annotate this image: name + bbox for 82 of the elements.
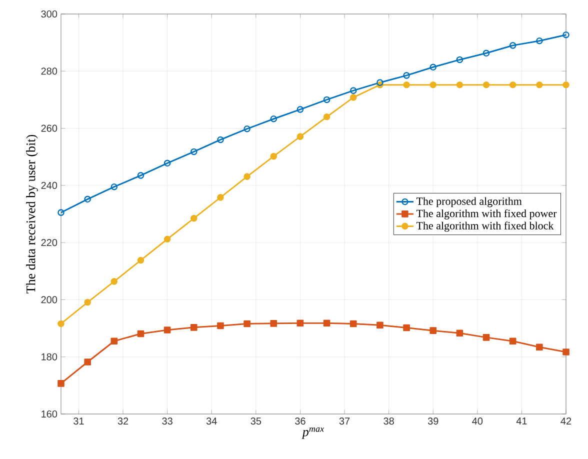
x-tick-label: 33	[162, 418, 172, 425]
y-tick-label: 160	[42, 410, 58, 418]
x-axis-title: p$^{max}$	[302, 427, 324, 439]
point	[270, 320, 278, 327]
point	[244, 320, 250, 328]
point	[84, 358, 91, 366]
x-tick-label: 31	[74, 418, 84, 425]
point	[217, 322, 224, 330]
point	[323, 113, 330, 120]
point	[456, 81, 464, 88]
y-tick-label: 300	[41, 10, 58, 18]
point	[110, 338, 118, 345]
point	[430, 327, 437, 334]
point	[110, 278, 118, 285]
point	[562, 81, 570, 88]
point	[509, 81, 516, 88]
point	[137, 256, 144, 264]
point	[376, 79, 384, 86]
point	[190, 148, 198, 156]
point	[536, 81, 543, 88]
point	[110, 183, 118, 190]
point	[244, 125, 250, 132]
x-tick-label: 41	[516, 418, 527, 424]
point	[164, 160, 171, 167]
point	[84, 298, 91, 306]
point	[270, 115, 278, 122]
point	[430, 81, 437, 88]
y-tick-label: 280	[41, 68, 58, 75]
point	[350, 87, 357, 94]
point	[456, 56, 464, 64]
legend-label: The algorithm with fixed block	[416, 222, 554, 232]
point	[350, 94, 357, 101]
point	[137, 172, 144, 179]
point	[190, 324, 198, 331]
point	[509, 42, 516, 49]
point	[296, 133, 304, 140]
x-tick-label: 32	[118, 418, 128, 425]
y-tick-label: 240	[41, 182, 58, 189]
point	[482, 81, 490, 88]
point	[482, 334, 490, 341]
point	[244, 173, 250, 180]
point	[456, 330, 464, 337]
x-tick-label: 38	[384, 418, 394, 425]
x-tick-label: 39	[428, 418, 438, 425]
point	[217, 136, 224, 144]
x-tick-label: 36	[295, 418, 306, 425]
point	[323, 320, 330, 327]
point	[509, 338, 516, 345]
point	[164, 236, 171, 243]
point	[350, 320, 357, 328]
y-tick-label: 220	[41, 239, 58, 246]
point	[58, 380, 64, 387]
point	[84, 196, 91, 203]
point	[323, 96, 330, 104]
point	[164, 326, 171, 334]
x-tick-label: 40	[472, 418, 483, 425]
point	[562, 348, 570, 356]
point	[217, 194, 224, 201]
point	[536, 37, 543, 44]
x-tick-label: 35	[250, 418, 262, 425]
point	[430, 64, 437, 71]
point	[403, 72, 410, 79]
point	[482, 50, 490, 57]
point	[536, 344, 543, 351]
legend-label: The algorithm with fixed power	[416, 209, 557, 220]
x-tick-label: 42	[560, 418, 572, 425]
y-tick-label: 260	[41, 124, 58, 132]
y-tick-label: 200	[41, 296, 58, 304]
point	[403, 81, 410, 88]
point	[58, 320, 64, 328]
point	[270, 152, 278, 160]
y-tick-label: 180	[42, 353, 58, 360]
point	[296, 320, 304, 327]
legend-label: The proposed algorithm	[416, 197, 522, 208]
y-axis-title: The data received by user (bit)	[26, 134, 38, 294]
point	[296, 106, 304, 113]
point	[376, 322, 384, 329]
point	[403, 324, 410, 332]
x-tick-label: 34	[206, 418, 217, 425]
x-tick-label: 37	[339, 418, 350, 425]
point	[190, 214, 198, 222]
point	[137, 330, 144, 338]
